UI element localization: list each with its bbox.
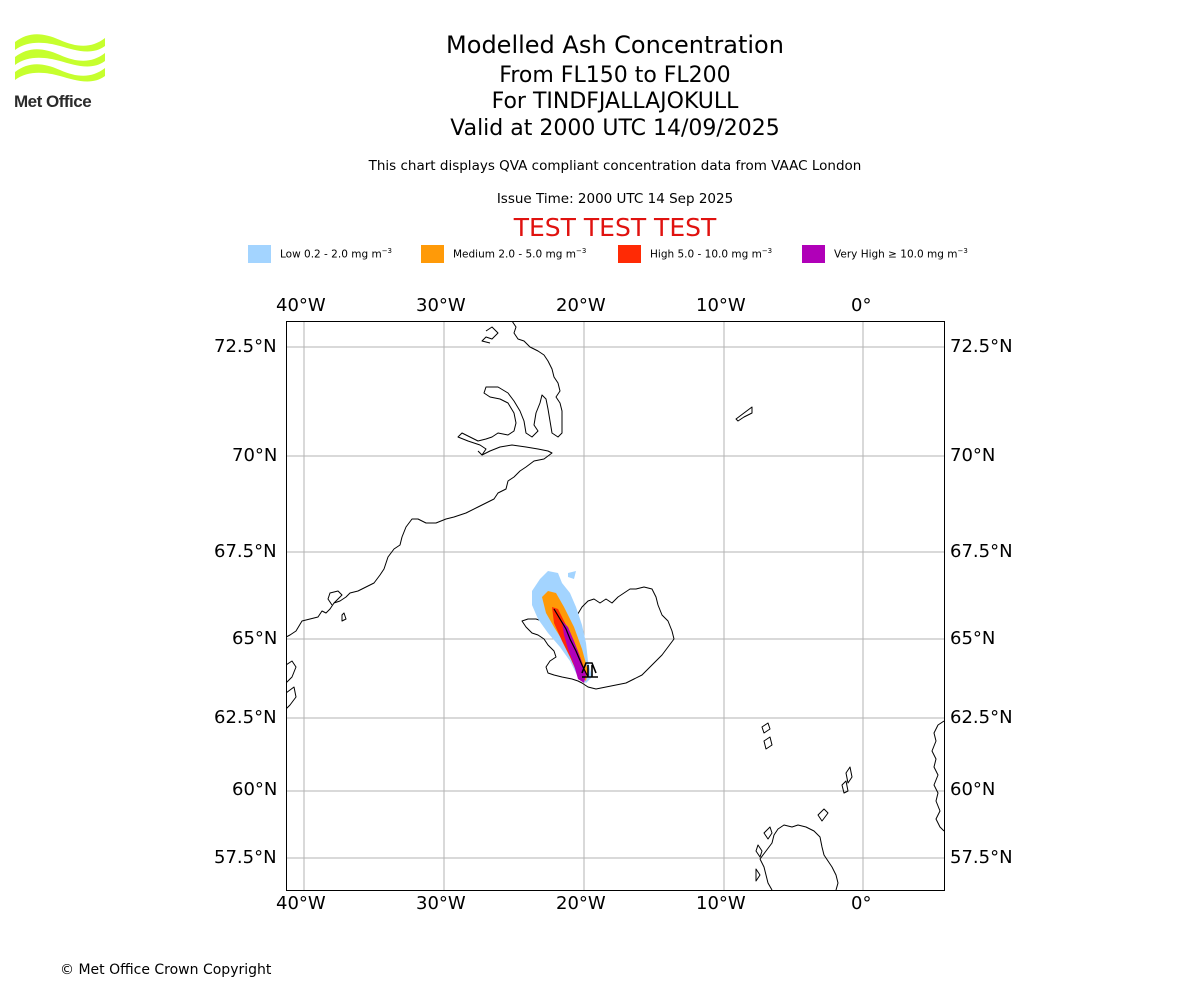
volcano-name: For TINDFJALLAJOKULL xyxy=(491,89,739,114)
chart-description: This chart displays QVA compliant concen… xyxy=(368,158,862,174)
legend-item-very-high: Very High ≥ 10.0 mg m−3 xyxy=(802,244,968,264)
lat-tick-right-62-5n: 62.5°N xyxy=(950,707,1013,728)
lat-tick-left-72-5n: 72.5°N xyxy=(214,336,277,357)
lon-tick-bottom-10w: 10°W xyxy=(696,893,746,914)
ash-plume xyxy=(532,571,592,683)
met-office-wordmark: Met Office xyxy=(14,92,92,111)
coast-greenland-island xyxy=(341,612,347,622)
coastlines xyxy=(286,321,944,890)
plume-overlay-line xyxy=(553,608,589,678)
lat-tick-left-57-5n: 57.5°N xyxy=(214,847,277,868)
legend-swatch-low xyxy=(248,245,271,263)
lon-tick-bottom-0: 0° xyxy=(851,893,872,914)
legend-label-low: Low 0.2 - 2.0 mg m xyxy=(280,248,382,261)
lon-tick-top-10w: 10°W xyxy=(696,295,746,316)
coast-greenland-north xyxy=(457,321,563,456)
legend-item-high: High 5.0 - 10.0 mg m−3 xyxy=(618,244,772,264)
coast-scotland xyxy=(755,824,839,890)
legend-item-medium: Medium 2.0 - 5.0 mg m−3 xyxy=(421,244,586,264)
met-office-logo: Met Office xyxy=(14,30,109,112)
met-office-waves-icon xyxy=(15,34,105,82)
lat-tick-right-72-5n: 72.5°N xyxy=(950,336,1013,357)
legend-label-medium: Medium 2.0 - 5.0 mg m xyxy=(453,248,576,261)
coast-jan-mayen xyxy=(735,406,753,422)
legend-swatch-high xyxy=(618,245,641,263)
copyright-notice: © Met Office Crown Copyright xyxy=(60,962,272,978)
graticule xyxy=(286,321,944,890)
lon-tick-top-0: 0° xyxy=(851,295,872,316)
lat-tick-right-60n: 60°N xyxy=(950,779,996,800)
lon-tick-bottom-20w: 20°W xyxy=(556,893,606,914)
lat-tick-left-70n: 70°N xyxy=(232,445,278,466)
lat-tick-right-70n: 70°N xyxy=(950,445,996,466)
coast-greenland-bay xyxy=(286,444,553,638)
coast-orkney xyxy=(817,808,829,822)
lat-tick-left-67-5n: 67.5°N xyxy=(214,541,277,562)
lon-tick-bottom-30w: 30°W xyxy=(416,893,466,914)
test-banner: TEST TEST TEST xyxy=(513,213,717,242)
flight-level-range: From FL150 to FL200 xyxy=(499,63,731,88)
plume-very-high xyxy=(562,621,586,683)
coast-greenland-fjord xyxy=(481,326,499,344)
legend-swatch-medium xyxy=(421,245,444,263)
map-frame xyxy=(286,321,945,891)
issue-time: Issue Time: 2000 UTC 14 Sep 2025 xyxy=(496,191,734,207)
coast-shetland xyxy=(841,766,853,794)
coast-greenland-inlet xyxy=(327,590,343,606)
lat-tick-left-65n: 65°N xyxy=(232,628,278,649)
ash-concentration-map xyxy=(286,321,945,891)
coast-greenland-west-edge xyxy=(286,660,297,710)
lat-tick-right-67-5n: 67.5°N xyxy=(950,541,1013,562)
lat-tick-right-57-5n: 57.5°N xyxy=(950,847,1013,868)
coast-faroes xyxy=(761,722,773,750)
lat-tick-left-60n: 60°N xyxy=(232,779,278,800)
lat-tick-right-65n: 65°N xyxy=(950,628,996,649)
legend-label-high: High 5.0 - 10.0 mg m xyxy=(650,248,762,261)
lat-tick-left-62-5n: 62.5°N xyxy=(214,707,277,728)
lon-tick-top-30w: 30°W xyxy=(416,295,466,316)
chart-title: Modelled Ash Concentration xyxy=(446,31,784,59)
coast-norway xyxy=(931,720,944,832)
lon-tick-top-20w: 20°W xyxy=(556,295,606,316)
lon-tick-bottom-40w: 40°W xyxy=(276,893,326,914)
legend-label-very-high: Very High ≥ 10.0 mg m xyxy=(834,248,958,261)
lon-tick-top-40w: 40°W xyxy=(276,295,326,316)
volcano-marker-icon xyxy=(581,662,598,678)
legend-item-low: Low 0.2 - 2.0 mg m−3 xyxy=(248,244,392,264)
valid-time: Valid at 2000 UTC 14/09/2025 xyxy=(450,116,780,141)
legend-swatch-very-high xyxy=(802,245,825,263)
